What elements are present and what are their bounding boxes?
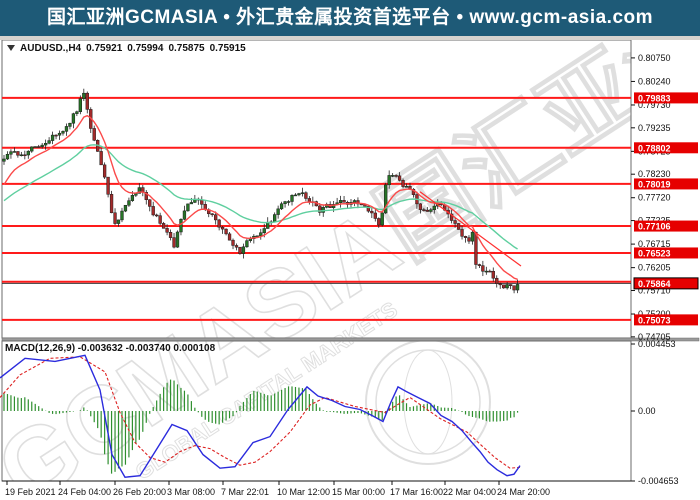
svg-text:0.76523: 0.76523	[638, 248, 671, 258]
svg-text:24 Mar 20:00: 24 Mar 20:00	[497, 487, 550, 497]
ohlc-low: 0.75875	[168, 43, 205, 54]
svg-text:0.79730: 0.79730	[638, 100, 671, 110]
svg-text:0.75710: 0.75710	[638, 285, 671, 295]
macd-pane[interactable]	[0, 354, 521, 478]
sr-lines[interactable]	[2, 96, 631, 321]
svg-text:0.74705: 0.74705	[638, 332, 671, 342]
svg-text:17 Mar 16:00: 17 Mar 16:00	[390, 487, 443, 497]
chevron-down-icon[interactable]	[7, 45, 15, 52]
svg-text:0.76715: 0.76715	[638, 239, 671, 249]
ohlc-close: 0.75915	[209, 43, 246, 54]
svg-text:22 Mar 04:00: 22 Mar 04:00	[443, 487, 496, 497]
svg-text:24 Feb 04:00: 24 Feb 04:00	[58, 487, 111, 497]
trendline[interactable]	[419, 191, 522, 267]
svg-text:0.78019: 0.78019	[638, 179, 671, 189]
svg-text:0.77720: 0.77720	[638, 193, 671, 203]
svg-text:0.75864: 0.75864	[638, 279, 671, 289]
time-axis[interactable]: 19 Feb 2021 24 Feb 04:00 26 Feb 20:00 3 Mar…	[2, 480, 631, 497]
svg-text:0.00: 0.00	[638, 406, 656, 416]
svg-text:0.004453: 0.004453	[638, 339, 676, 349]
ma-slow-line[interactable]	[3, 144, 518, 250]
svg-text:-0.004653: -0.004653	[638, 476, 679, 486]
svg-text:0.80240: 0.80240	[638, 76, 671, 86]
chart-title: AUDUSD.,H4 0.75921 0.75994 0.75875 0.75915	[7, 43, 251, 54]
chart-window: AUDUSD.,H4 0.75921 0.75994 0.75875 0.75915 M…	[0, 40, 700, 500]
ohlc-high: 0.75994	[127, 43, 164, 54]
svg-text:15 Mar 00:00: 15 Mar 00:00	[332, 487, 385, 497]
svg-text:26 Feb 20:00: 26 Feb 20:00	[113, 487, 166, 497]
sr-price-label	[634, 314, 698, 326]
svg-text:0.78230: 0.78230	[638, 169, 671, 179]
macd-main-line	[0, 354, 521, 478]
promo-banner: 国汇亚洲GCMASIA • 外汇贵金属投资首选平台 • www.gcm-asia…	[0, 0, 700, 36]
ohlc-open: 0.75921	[86, 43, 123, 54]
svg-text:0.76205: 0.76205	[638, 263, 671, 273]
svg-text:0.77106: 0.77106	[638, 222, 671, 232]
sr-price-label	[634, 220, 698, 232]
macd-indicator-label: MACD(12,26,9) -0.003632 -0.003740 0.0001…	[5, 343, 216, 354]
svg-text:0.80750: 0.80750	[638, 53, 671, 63]
svg-text:19 Feb 2021: 19 Feb 2021	[5, 487, 56, 497]
sr-price-label	[634, 178, 698, 190]
svg-text:7 Mar 22:01: 7 Mar 22:01	[221, 487, 269, 497]
svg-text:0.78802: 0.78802	[638, 143, 671, 153]
price-axis[interactable]: 0.807500.802400.797300.792350.787250.782…	[631, 53, 699, 486]
candles[interactable]	[2, 88, 520, 294]
svg-text:0.79883: 0.79883	[638, 93, 671, 103]
svg-text:0.75073: 0.75073	[638, 315, 671, 325]
sr-price-label	[634, 247, 698, 259]
chart-symbol: AUDUSD.,H4	[20, 43, 82, 54]
svg-text:0.75200: 0.75200	[638, 309, 671, 319]
bid-price-label	[633, 277, 699, 290]
svg-text:3 Mar 08:00: 3 Mar 08:00	[167, 487, 215, 497]
ma-fast-line[interactable]	[3, 114, 518, 280]
svg-text:0.79235: 0.79235	[638, 123, 671, 133]
sr-price-label	[634, 142, 698, 154]
sr-price-label	[634, 92, 698, 104]
macd-signal-line	[0, 356, 521, 469]
promo-banner-text: 国汇亚洲GCMASIA • 外汇贵金属投资首选平台 • www.gcm-asia…	[46, 7, 654, 28]
svg-text:10 Mar 12:00: 10 Mar 12:00	[277, 487, 330, 497]
